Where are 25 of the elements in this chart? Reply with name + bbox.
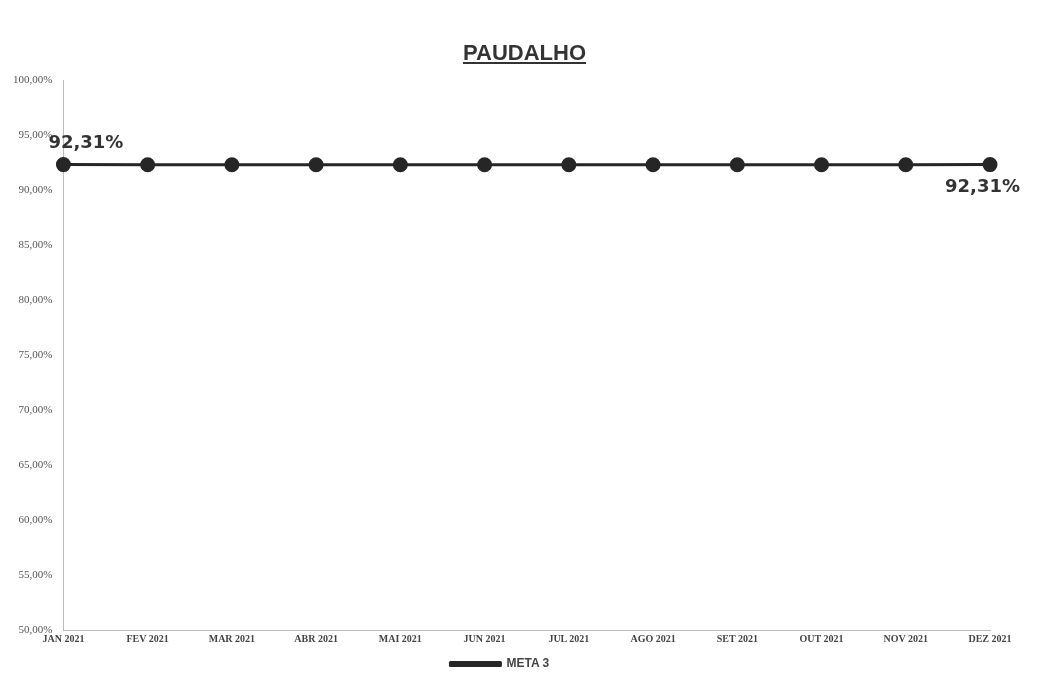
y-tick-label: 85,00% [18, 237, 53, 250]
y-tick-label: 100,00% [12, 72, 53, 85]
x-tick-label: FEV 2021 [126, 632, 169, 644]
y-tick-label: 50,00% [18, 622, 53, 635]
x-tick-label: SET 2021 [716, 632, 758, 644]
y-tick-label: 80,00% [18, 292, 53, 305]
y-tick-label: 75,00% [18, 347, 53, 360]
y-tick-label: 55,00% [18, 567, 53, 580]
x-tick-label: JUN 2021 [463, 632, 506, 644]
x-tick-label: NOV 2021 [883, 632, 929, 644]
x-tick-label: JUL 2021 [548, 632, 590, 644]
y-tick-label: 65,00% [18, 457, 53, 470]
legend-label: META 3 [506, 656, 550, 671]
y-tick-label: 90,00% [18, 182, 53, 195]
x-tick-label: ABR 2021 [294, 632, 338, 644]
x-tick-label: MAR 2021 [208, 632, 256, 644]
chart-title: PAUDALHO [462, 40, 587, 67]
y-tick-label: 60,00% [18, 512, 53, 525]
x-tick-label: DEZ 2021 [968, 632, 1012, 644]
x-tick-label: MAI 2021 [378, 632, 422, 644]
y-tick-label: 70,00% [18, 402, 53, 415]
x-tick-label: JAN 2021 [42, 632, 85, 644]
data-label: 92,31% [945, 175, 1020, 197]
x-tick-label: AGO 2021 [630, 632, 676, 644]
x-tick-label: OUT 2021 [799, 632, 844, 644]
